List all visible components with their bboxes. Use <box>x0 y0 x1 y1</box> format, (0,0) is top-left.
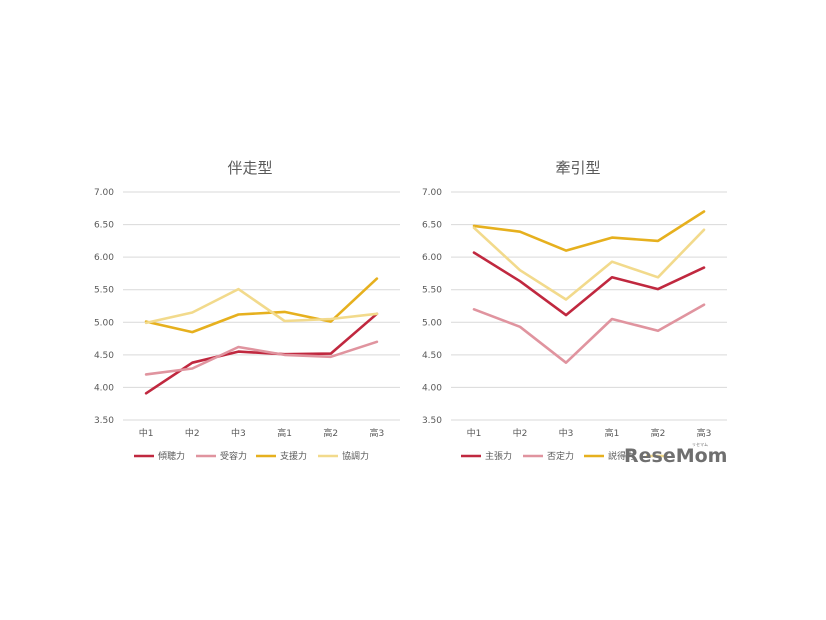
y-tick-label: 4.00 <box>422 383 442 393</box>
x-tick-label: 高1 <box>277 427 292 439</box>
legend-label: 支援力 <box>280 450 307 462</box>
watermark-logo-text: ReseMom <box>624 445 727 467</box>
y-tick-label: 5.50 <box>422 286 442 296</box>
x-tick-label: 中3 <box>559 427 574 439</box>
x-tick-label: 中2 <box>185 427 200 439</box>
series-line-説得力 <box>472 210 706 252</box>
series-line-協調力 <box>144 287 379 325</box>
series-line-否定力 <box>472 303 706 365</box>
series-line-series-3 <box>472 226 706 301</box>
legend-label: 傾聴力 <box>158 450 185 462</box>
y-tick-label: 3.50 <box>94 416 114 426</box>
y-tick-label: 6.00 <box>422 253 442 263</box>
legend-label: 主張力 <box>485 450 512 462</box>
x-tick-label: 高2 <box>323 427 338 439</box>
chart-kenin: 牽引型 3.50 4.00 4.50 5.00 5.50 6.00 6.50 7.00 中1 中2 中… <box>422 159 727 462</box>
resemom-watermark: ReseMom リセマム <box>624 442 727 467</box>
y-tick-label: 5.50 <box>94 286 114 296</box>
legend-label: 否定力 <box>547 450 574 462</box>
watermark-kana: リセマム <box>692 442 708 447</box>
y-tick-label: 7.00 <box>422 188 442 198</box>
legend-label: 協調力 <box>342 450 369 462</box>
x-tick-label: 高1 <box>605 427 620 439</box>
y-tick-label: 5.00 <box>422 318 442 328</box>
x-tick-label: 中2 <box>513 427 528 439</box>
chart-title: 伴走型 <box>227 159 272 177</box>
y-tick-label: 6.50 <box>422 221 442 231</box>
series-line-受容力 <box>144 340 379 376</box>
x-tick-label: 中3 <box>231 427 246 439</box>
x-tick-label: 高3 <box>370 427 385 439</box>
y-tick-label: 5.00 <box>94 318 114 328</box>
x-tick-label: 高3 <box>697 427 712 439</box>
chart-bansou: 伴走型 3.50 4.00 4.50 5.00 5.50 6.00 6.50 7.00 中1 中2 中… <box>94 159 400 462</box>
x-tick-label: 中1 <box>467 427 482 439</box>
y-tick-label: 6.50 <box>94 221 114 231</box>
chart-title: 牽引型 <box>555 159 600 177</box>
y-tick-label: 7.00 <box>94 188 114 198</box>
series-line-傾聴力 <box>144 312 379 395</box>
y-tick-label: 4.50 <box>94 351 114 361</box>
y-tick-label: 4.50 <box>422 351 442 361</box>
legend-label: 説得力 <box>608 450 635 462</box>
x-tick-label: 中1 <box>139 427 154 439</box>
series-line-支援力 <box>144 277 379 334</box>
y-tick-label: 4.00 <box>94 383 114 393</box>
y-tick-label: 6.00 <box>94 253 114 263</box>
series-line-主張力 <box>472 251 706 317</box>
y-tick-label: 3.50 <box>422 416 442 426</box>
x-tick-label: 高2 <box>651 427 666 439</box>
legend-label: 受容力 <box>220 450 247 462</box>
